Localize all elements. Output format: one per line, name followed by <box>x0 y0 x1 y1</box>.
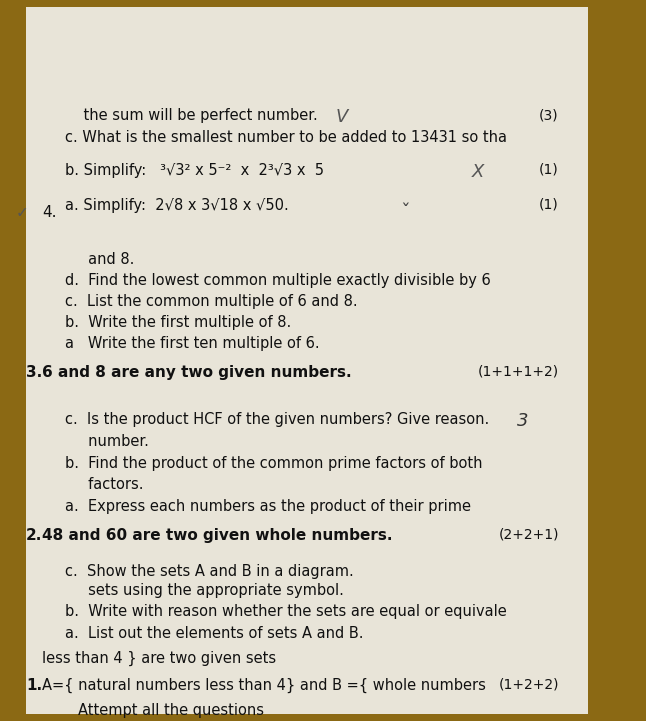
Text: b.  Find the product of the common prime factors of both: b. Find the product of the common prime … <box>65 456 482 471</box>
Text: 6 and 8 are any two given numbers.: 6 and 8 are any two given numbers. <box>42 365 351 380</box>
Text: a.  List out the elements of sets A and B.: a. List out the elements of sets A and B… <box>65 626 363 641</box>
Text: (2+2+1): (2+2+1) <box>498 528 559 541</box>
Text: A={ natural numbers less than 4} and B ={ whole numbers: A={ natural numbers less than 4} and B =… <box>42 678 486 693</box>
Text: a.  Express each numbers as the product of their prime: a. Express each numbers as the product o… <box>65 499 470 514</box>
Text: 4.: 4. <box>42 205 56 220</box>
Text: and 8.: and 8. <box>65 252 134 267</box>
Text: (1+1+1+2): (1+1+1+2) <box>477 365 559 379</box>
Text: b.  Write with reason whether the sets are equal or equivale: b. Write with reason whether the sets ar… <box>65 604 506 619</box>
Text: c.  List the common multiple of 6 and 8.: c. List the common multiple of 6 and 8. <box>65 294 357 309</box>
Text: b.  Write the first multiple of 8.: b. Write the first multiple of 8. <box>65 315 291 330</box>
Text: V: V <box>336 108 348 126</box>
Text: 3: 3 <box>517 412 528 430</box>
Text: c.  Show the sets A and B in a diagram.: c. Show the sets A and B in a diagram. <box>65 564 353 579</box>
Text: ✓: ✓ <box>16 205 29 220</box>
Text: (1+2+2): (1+2+2) <box>498 678 559 691</box>
Text: 3.: 3. <box>26 365 42 380</box>
Text: 48 and 60 are two given whole numbers.: 48 and 60 are two given whole numbers. <box>42 528 393 543</box>
Text: (1): (1) <box>539 198 559 211</box>
Text: a   Write the first ten multiple of 6.: a Write the first ten multiple of 6. <box>65 336 319 351</box>
Text: 2.: 2. <box>26 528 42 543</box>
Text: b. Simplify:   ³√3² x 5⁻²  x  2³√3 x  5: b. Simplify: ³√3² x 5⁻² x 2³√3 x 5 <box>65 163 324 178</box>
Text: a. Simplify:  2√8 x 3√18 x √50.: a. Simplify: 2√8 x 3√18 x √50. <box>65 198 288 213</box>
Text: number.: number. <box>65 434 149 449</box>
Text: (3): (3) <box>539 108 559 122</box>
Bar <box>26 7 588 714</box>
Text: c.  Is the product HCF of the given numbers? Give reason.: c. Is the product HCF of the given numbe… <box>65 412 489 428</box>
Text: sets using the appropriate symbol.: sets using the appropriate symbol. <box>65 583 344 598</box>
Text: less than 4 } are two given sets: less than 4 } are two given sets <box>42 651 276 666</box>
Text: X: X <box>472 163 484 181</box>
Text: d.  Find the lowest common multiple exactly divisible by 6: d. Find the lowest common multiple exact… <box>65 273 490 288</box>
Text: the sum will be perfect number.: the sum will be perfect number. <box>65 108 317 123</box>
Text: 1.: 1. <box>26 678 42 693</box>
Text: (1): (1) <box>539 163 559 177</box>
Text: c. What is the smallest number to be added to 13431 so tha: c. What is the smallest number to be add… <box>65 130 506 145</box>
Text: Attempt all the questions: Attempt all the questions <box>78 703 264 718</box>
Text: factors.: factors. <box>65 477 143 492</box>
Text: ˇ: ˇ <box>401 203 410 222</box>
